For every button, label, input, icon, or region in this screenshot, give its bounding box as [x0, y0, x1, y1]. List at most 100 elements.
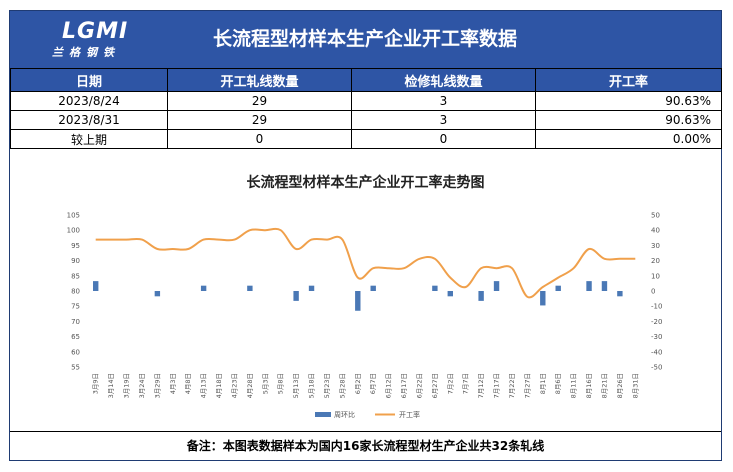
y-left-tick-label: 70	[71, 318, 80, 326]
bar-mark	[555, 285, 561, 291]
legend-label-bar: 周环比	[334, 410, 355, 419]
x-tick-label: 7月7日	[462, 373, 470, 394]
y-left-tick-label: 75	[71, 303, 80, 311]
x-tick-label: 8月6日	[554, 373, 562, 394]
x-tick-label: 3月19日	[123, 373, 131, 398]
bar-mark	[478, 291, 484, 301]
y-right-tick-label: 30	[651, 242, 660, 250]
x-tick-label: 8月1日	[539, 373, 547, 394]
table-row: 较上期 0 0 0.00%	[10, 129, 722, 149]
bar-mark	[93, 281, 99, 291]
x-tick-label: 4月18日	[215, 373, 223, 398]
x-tick-label: 8月31日	[631, 373, 639, 398]
y-left-tick-label: 65	[71, 333, 80, 341]
y-right-tick-label: -50	[651, 364, 662, 372]
cell-date: 2023/8/31	[10, 110, 168, 130]
header-bar: LGMI 兰格钢铁 长流程型材样本生产企业开工率数据	[10, 11, 721, 68]
column-header-running-lines: 开工轧线数量	[167, 68, 352, 92]
x-tick-label: 3月9日	[92, 373, 100, 394]
chart-title: 长流程型材样本生产企业开工率走势图	[246, 175, 485, 191]
y-right-tick-label: 0	[651, 288, 655, 296]
x-tick-label: 4月23日	[230, 373, 238, 398]
y-right-tick-label: -20	[651, 318, 662, 326]
x-tick-label: 5月3日	[261, 373, 269, 394]
y-left-tick-label: 90	[71, 257, 80, 265]
x-tick-label: 8月26日	[616, 373, 624, 398]
x-tick-label: 4月8日	[184, 373, 192, 394]
bar-mark	[247, 285, 253, 291]
column-header-utilization-rate: 开工率	[535, 68, 722, 92]
footnote: 备注：本图表数据样本为国内16家长流程型材生产企业共32条轧线	[10, 431, 721, 461]
bar-mark	[586, 281, 592, 291]
x-tick-label: 6月27日	[431, 373, 439, 398]
table-row: 2023/8/31 29 3 90.63%	[10, 110, 722, 130]
bar-mark	[308, 285, 315, 291]
cell-date: 2023/8/24	[10, 91, 168, 111]
bar-mark	[200, 285, 207, 291]
logo-mark: LGMI	[62, 19, 129, 44]
cell-utilization-rate: 0.00%	[535, 129, 722, 149]
x-tick-label: 3月29日	[153, 373, 161, 398]
x-tick-label: 5月23日	[323, 373, 331, 398]
page-title: 长流程型材样本生产企业开工率数据	[212, 28, 517, 50]
x-tick-label: 8月16日	[585, 373, 593, 398]
table-row: 2023/8/24 29 3 90.63%	[10, 91, 722, 111]
x-tick-label: 7月2日	[446, 373, 454, 394]
trend-chart: 55 60 65 70 75 80 85 90 95 100 105 -50 -40 -30 -20 -10 0…	[67, 212, 663, 420]
bar-mark	[370, 285, 376, 291]
y-left-tick-label: 105	[67, 212, 80, 220]
bar-mark	[601, 281, 608, 291]
x-tick-label: 8月11日	[570, 373, 578, 398]
x-tick-label: 7月17日	[493, 373, 501, 398]
y-left-tick-label: 95	[71, 242, 80, 250]
x-tick-label: 3月14日	[107, 373, 115, 398]
cell-utilization-rate: 90.63%	[535, 91, 722, 111]
chart-area: 长流程型材样本生产企业开工率走势图 55 60 65 70 75 80 85 90 95 100 1…	[10, 152, 721, 430]
x-tick-label: 7月22日	[508, 373, 516, 398]
cell-maintenance-lines: 0	[351, 129, 536, 149]
x-tick-label: 4月13日	[200, 373, 208, 398]
y-right-tick-label: 20	[651, 257, 660, 265]
x-tick-label: 6月12日	[385, 373, 393, 398]
x-tick-label: 4月28日	[246, 373, 254, 398]
y-right-tick-label: 40	[651, 227, 660, 235]
x-tick-label: 5月28日	[338, 373, 346, 398]
legend-label-line: 开工率	[399, 410, 420, 419]
x-tick-label: 5月18日	[308, 373, 316, 398]
y-left-tick-label: 60	[71, 348, 80, 356]
bar-mark	[493, 281, 500, 291]
cell-running-lines: 29	[167, 91, 352, 111]
company-logo: LGMI 兰格钢铁	[50, 17, 160, 61]
bar-mark	[293, 291, 299, 301]
column-header-maintenance-lines: 检修轧线数量	[351, 68, 536, 92]
y-right-tick-label: -10	[651, 303, 662, 311]
x-tick-label: 6月17日	[400, 373, 408, 398]
x-tick-label: 7月12日	[477, 373, 485, 398]
utilization-table: 日期 开工轧线数量 检修轧线数量 开工率 2023/8/24 29 3 90.6…	[10, 68, 722, 149]
y-left-tick-label: 55	[71, 364, 80, 372]
x-tick-label: 8月21日	[600, 373, 608, 398]
bar-mark	[540, 291, 546, 306]
x-tick-label: 6月7日	[369, 373, 377, 394]
y-left-tick-label: 80	[71, 288, 80, 296]
y-left-tick-label: 85	[71, 272, 80, 280]
x-tick-label: 6月22日	[415, 373, 423, 398]
legend-swatch-bar	[315, 412, 331, 417]
cell-date: 较上期	[10, 129, 168, 149]
logo-subtitle: 兰格钢铁	[52, 46, 120, 59]
bar-mark	[617, 291, 623, 297]
table-header-row: 日期 开工轧线数量 检修轧线数量 开工率	[10, 68, 722, 92]
cell-maintenance-lines: 3	[351, 110, 536, 130]
column-header-date: 日期	[10, 68, 168, 92]
x-tick-label: 4月3日	[169, 373, 177, 394]
y-right-tick-label: 50	[651, 212, 660, 220]
x-tick-label: 5月13日	[292, 373, 300, 398]
cell-utilization-rate: 90.63%	[535, 110, 722, 130]
bar-mark	[447, 291, 453, 297]
bar-mark	[432, 285, 438, 291]
cell-maintenance-lines: 3	[351, 91, 536, 111]
cell-running-lines: 29	[167, 110, 352, 130]
bar-mark	[154, 291, 161, 297]
x-tick-label: 7月27日	[523, 373, 531, 398]
y-right-tick-label: -30	[651, 333, 662, 341]
